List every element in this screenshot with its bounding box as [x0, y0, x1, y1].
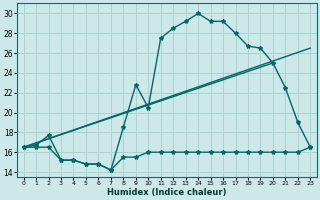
X-axis label: Humidex (Indice chaleur): Humidex (Indice chaleur) — [107, 188, 227, 197]
